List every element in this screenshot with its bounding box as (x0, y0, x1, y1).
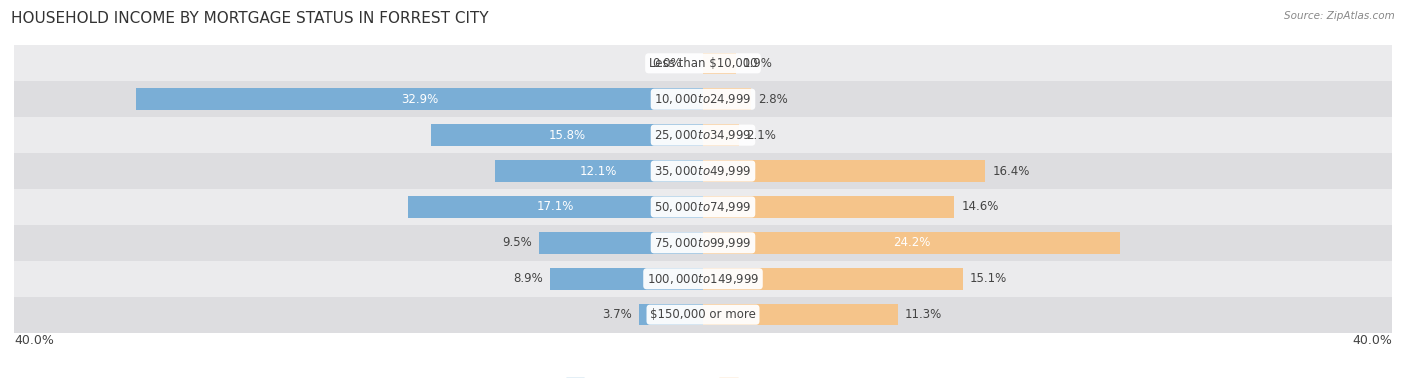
Bar (14, 81, 1392, 117)
Text: 16.4%: 16.4% (993, 164, 1029, 178)
Text: 40.0%: 40.0% (14, 335, 53, 347)
Bar (703, 268, 963, 290)
Text: 8.9%: 8.9% (513, 272, 543, 285)
Bar (14, 261, 1392, 297)
Text: $150,000 or more: $150,000 or more (650, 308, 756, 321)
Text: 2.8%: 2.8% (758, 93, 787, 106)
Bar (14, 225, 1392, 261)
Text: 12.1%: 12.1% (581, 164, 617, 178)
Text: 24.2%: 24.2% (893, 236, 931, 249)
Bar (14, 153, 1392, 189)
Bar (703, 196, 955, 218)
Bar (136, 88, 703, 110)
Bar (14, 189, 1392, 225)
Legend: Without Mortgage, With Mortgage: Without Mortgage, With Mortgage (561, 373, 845, 378)
Bar (430, 124, 703, 146)
Bar (14, 117, 1392, 153)
Bar (14, 297, 1392, 333)
Bar (703, 232, 1119, 254)
Text: 1.9%: 1.9% (742, 57, 772, 70)
Text: 0.0%: 0.0% (652, 57, 682, 70)
Text: 14.6%: 14.6% (962, 200, 998, 214)
Text: 3.7%: 3.7% (603, 308, 633, 321)
Bar (550, 268, 703, 290)
Text: $75,000 to $99,999: $75,000 to $99,999 (654, 236, 752, 250)
Text: 32.9%: 32.9% (401, 93, 439, 106)
Text: $35,000 to $49,999: $35,000 to $49,999 (654, 164, 752, 178)
Text: Source: ZipAtlas.com: Source: ZipAtlas.com (1284, 11, 1395, 21)
Text: 11.3%: 11.3% (904, 308, 942, 321)
Text: $100,000 to $149,999: $100,000 to $149,999 (647, 272, 759, 286)
Bar (540, 232, 703, 254)
Text: $10,000 to $24,999: $10,000 to $24,999 (654, 92, 752, 106)
Text: $25,000 to $34,999: $25,000 to $34,999 (654, 128, 752, 142)
Text: 17.1%: 17.1% (537, 200, 575, 214)
Text: HOUSEHOLD INCOME BY MORTGAGE STATUS IN FORREST CITY: HOUSEHOLD INCOME BY MORTGAGE STATUS IN F… (11, 11, 489, 26)
Bar (703, 53, 735, 74)
Text: 15.8%: 15.8% (548, 129, 585, 142)
Bar (703, 160, 986, 182)
Bar (703, 304, 897, 325)
Text: 2.1%: 2.1% (747, 129, 776, 142)
Bar (409, 196, 703, 218)
Text: 15.1%: 15.1% (970, 272, 1007, 285)
Bar (14, 45, 1392, 81)
Text: $50,000 to $74,999: $50,000 to $74,999 (654, 200, 752, 214)
Bar (703, 88, 751, 110)
Text: 40.0%: 40.0% (1353, 335, 1392, 347)
Text: Less than $10,000: Less than $10,000 (648, 57, 758, 70)
Bar (640, 304, 703, 325)
Bar (703, 124, 740, 146)
Text: 9.5%: 9.5% (503, 236, 533, 249)
Bar (495, 160, 703, 182)
